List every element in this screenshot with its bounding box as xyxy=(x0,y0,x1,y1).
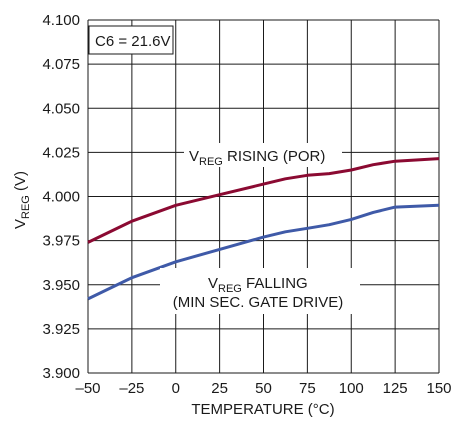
y-tick-label: 4.000 xyxy=(42,189,80,206)
x-tick-label: 25 xyxy=(211,380,228,397)
rising-label-text: VREG RISING (POR) xyxy=(189,148,325,168)
x-tick-label: 75 xyxy=(299,380,316,397)
y-tick-label: 4.100 xyxy=(42,12,80,29)
rising-label-v: V xyxy=(189,148,199,165)
x-tick-label: 100 xyxy=(339,380,364,397)
rising-label-rest: RISING (POR) xyxy=(223,148,326,165)
falling-label-line2: (MIN SEC. GATE DRIVE) xyxy=(173,294,344,311)
series-line-rising xyxy=(87,157,440,244)
rising-label: VREG RISING (POR) xyxy=(184,143,342,168)
falling-label-sub: REG xyxy=(218,283,242,295)
falling-label-bg xyxy=(160,268,360,314)
falling-label-v: V xyxy=(208,275,218,292)
y-axis-label-sub: REG xyxy=(20,195,32,219)
rising-label-bg xyxy=(184,143,342,167)
rising-label-sub: REG xyxy=(199,156,223,168)
x-tick-label: 125 xyxy=(383,380,408,397)
y-tick-label: 4.075 xyxy=(42,56,80,73)
annotation-box xyxy=(88,25,174,55)
y-tick-label: 3.950 xyxy=(42,277,80,294)
series-line-falling xyxy=(87,203,440,301)
x-axis-label: TEMPERATURE (°C) xyxy=(191,401,334,418)
falling-label: VREG FALLING (MIN SEC. GATE DRIVE) xyxy=(160,268,360,314)
y-tick-label: 3.925 xyxy=(42,321,80,338)
x-tick-label: –50 xyxy=(75,380,100,397)
y-axis-label: VREG (V) xyxy=(12,171,32,229)
y-tick-label: 4.025 xyxy=(42,144,80,161)
x-tick-label: 50 xyxy=(255,380,272,397)
series-lines xyxy=(87,157,440,301)
y-axis-label-unit: (V) xyxy=(12,171,29,195)
y-tick-label: 3.900 xyxy=(42,365,80,382)
y-tick-label: 3.975 xyxy=(42,233,80,250)
x-tick-label: 150 xyxy=(426,380,451,397)
falling-label-line1: VREG FALLING xyxy=(208,275,308,295)
grid xyxy=(87,19,440,374)
y-tick-label: 4.050 xyxy=(42,100,80,117)
y-axis-label-v: V xyxy=(12,219,29,229)
tick-labels: –50 –25 0 25 50 75 100 125 150 3.900 3.925 3.950 3.9… xyxy=(42,12,451,397)
falling-label-rest: FALLING xyxy=(242,275,308,292)
x-tick-label: 0 xyxy=(172,380,180,397)
annotation-text: C6 = 21.6V xyxy=(95,33,170,50)
x-tick-label: –25 xyxy=(119,380,144,397)
